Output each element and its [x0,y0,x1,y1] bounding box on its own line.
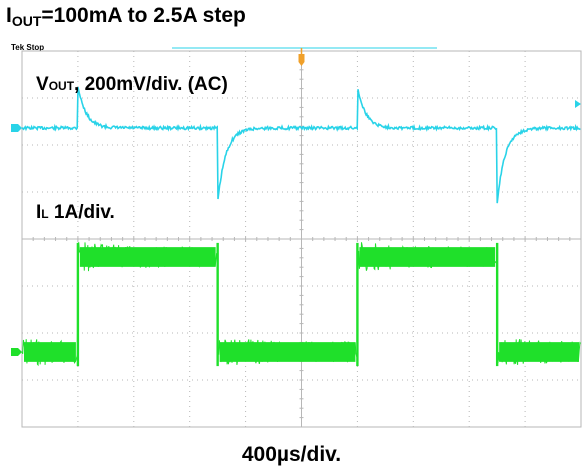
inductor-current-edge [76,242,80,367]
inductor-current-band [499,342,579,362]
inductor-current-band [24,342,76,362]
ch1-label: VOUT, 200mV/div. (AC) [36,74,228,95]
trigger-marker-icon [298,48,305,66]
inductor-current-edge [216,242,219,367]
graticule [21,50,582,428]
ch2-label: IL 1A/div. [36,202,115,223]
output-voltage-trace [21,87,581,204]
chart-title: IOUT=100mA to 2.5A step [6,4,246,29]
inductor-current-band [79,247,216,267]
inductor-current-band [359,247,496,267]
ch1-trigger-level-marker [575,100,581,108]
ch1-ground-marker [11,124,22,132]
inductor-current-edge [495,242,499,367]
trigger-position-marker [298,54,305,66]
scope-status: Tek Stop [11,43,45,52]
inductor-current-band [219,342,356,362]
channel-markers [11,100,581,356]
ch2-ground-marker [11,348,22,356]
inductor-current-edge [356,242,359,367]
x-axis-label: 400µs/div. [241,443,342,466]
